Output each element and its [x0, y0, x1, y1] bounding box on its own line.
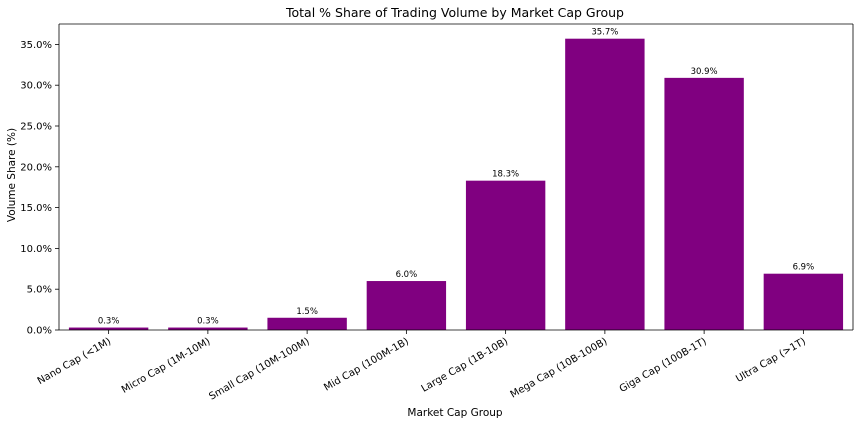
- bar: [168, 327, 248, 330]
- y-axis-label: Volume Share (%): [6, 128, 18, 222]
- x-tick-label: Nano Cap (<1M): [36, 336, 114, 387]
- x-tick-label: Mid Cap (100M-1B): [322, 336, 411, 394]
- y-tick-label: 10.0%: [20, 244, 52, 255]
- bar-value-label: 1.5%: [296, 307, 318, 317]
- x-axis-label: Market Cap Group: [407, 407, 503, 419]
- x-tick-label: Micro Cap (1M-10M): [120, 336, 213, 396]
- y-tick-label: 35.0%: [20, 40, 52, 51]
- bar: [267, 317, 347, 330]
- bar: [68, 327, 149, 330]
- bar: [664, 77, 744, 330]
- bar-value-label: 0.3%: [98, 317, 120, 327]
- bar-value-label: 35.7%: [591, 28, 618, 38]
- y-tick-label: 15.0%: [20, 203, 52, 214]
- x-tick-label: Large Cap (1B-10B): [420, 336, 511, 395]
- y-tick-label: 20.0%: [20, 162, 52, 173]
- x-tick-label: Mega Cap (10B-100B): [509, 336, 610, 401]
- y-tick-label: 0.0%: [27, 326, 52, 337]
- bar: [465, 180, 546, 330]
- bar: [565, 38, 645, 330]
- bar-value-label: 30.9%: [691, 67, 718, 77]
- y-tick-label: 5.0%: [27, 285, 52, 296]
- bar-value-label: 18.3%: [492, 170, 519, 180]
- bar-value-label: 6.0%: [396, 270, 418, 280]
- bar-value-label: 6.9%: [793, 263, 815, 273]
- chart-title: Total % Share of Trading Volume by Marke…: [285, 5, 624, 20]
- x-tick-label: Small Cap (10M-100M): [207, 336, 311, 403]
- x-tick-label: Giga Cap (100B-1T): [618, 336, 709, 395]
- bar-value-label: 0.3%: [197, 317, 219, 327]
- bar: [763, 273, 844, 330]
- plot-area: 0.3% 0.3% 1.5% 6.0% 18.3% 35.7% 30.9% 6.9% 0.0% 5…: [20, 23, 854, 403]
- x-tick-label: Ultra Cap (>1T): [734, 336, 808, 385]
- y-tick-label: 25.0%: [20, 122, 52, 133]
- bar: [366, 281, 447, 330]
- y-tick-label: 30.0%: [20, 81, 52, 92]
